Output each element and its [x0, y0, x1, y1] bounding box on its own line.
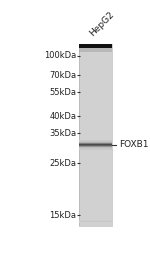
Text: FOXB1: FOXB1 [119, 140, 148, 149]
Text: 40kDa: 40kDa [49, 112, 76, 121]
Bar [79, 44, 112, 226]
Text: 35kDa: 35kDa [49, 128, 76, 138]
Bar [79, 44, 112, 52]
Bar [79, 44, 112, 48]
Text: 25kDa: 25kDa [49, 159, 76, 168]
Text: 15kDa: 15kDa [49, 211, 76, 220]
Bar [79, 44, 112, 226]
Text: 55kDa: 55kDa [49, 88, 76, 97]
Text: 100kDa: 100kDa [44, 51, 76, 60]
Text: HepG2: HepG2 [88, 10, 116, 38]
Text: 70kDa: 70kDa [49, 71, 76, 80]
